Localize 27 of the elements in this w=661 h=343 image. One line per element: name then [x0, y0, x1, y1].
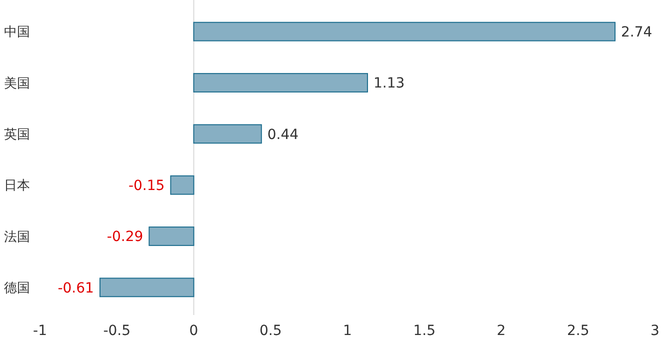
x-tick-label: 1 — [343, 323, 352, 339]
bar — [193, 73, 368, 92]
bar — [148, 226, 194, 246]
data-label: -0.61 — [58, 280, 94, 296]
x-tick-label: -1 — [33, 323, 47, 339]
y-tick-label: 日本 — [4, 178, 30, 194]
bar — [193, 124, 262, 144]
x-tick-label: 2.5 — [566, 323, 590, 339]
bar — [193, 22, 616, 42]
x-tick-label: 1.5 — [413, 323, 436, 339]
data-label: -0.29 — [106, 229, 144, 246]
y-tick-label: 美国 — [4, 75, 30, 92]
data-label: -0.15 — [128, 178, 165, 194]
x-tick-label: 3 — [650, 323, 660, 339]
y-tick-label: 英国 — [4, 127, 30, 142]
data-label: 2.74 — [621, 24, 652, 40]
data-label: 1.13 — [373, 76, 405, 92]
x-tick-label: 0.5 — [259, 323, 282, 339]
data-label: 0.44 — [267, 126, 299, 143]
bar — [99, 278, 194, 298]
y-tick-label: 德国 — [4, 280, 30, 296]
y-tick-label: 法国 — [4, 230, 30, 245]
x-tick-label: -0.5 — [103, 323, 131, 339]
y-tick-label: 中国 — [4, 25, 30, 40]
x-tick-label: 2 — [496, 323, 506, 339]
bar — [170, 175, 194, 195]
x-tick-label: 0 — [189, 323, 198, 339]
